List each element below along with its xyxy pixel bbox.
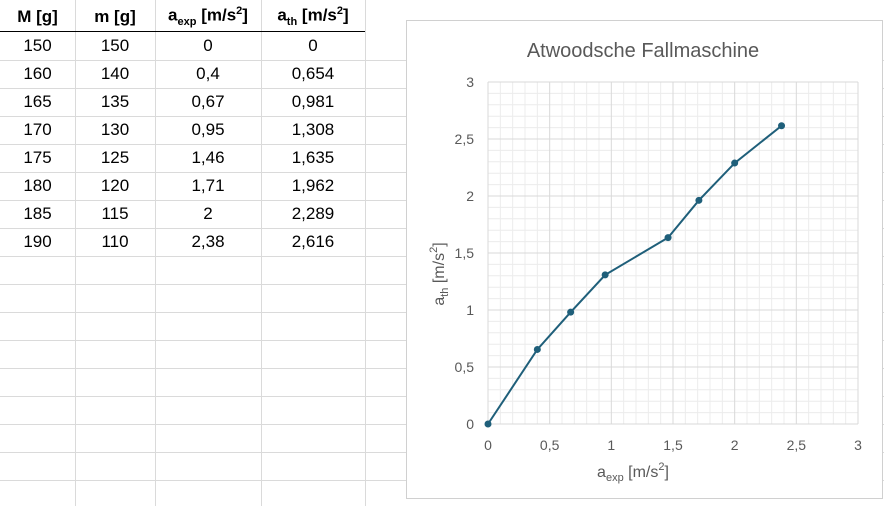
table-cell[interactable]: 2,289 [291, 204, 335, 223]
series-line [487, 124, 783, 425]
y-tick-label: 2,5 [455, 131, 475, 147]
table-cell[interactable]: 0 [308, 36, 318, 55]
table-cell[interactable]: 0,4 [196, 64, 220, 83]
table-cell[interactable]: 165 [23, 92, 52, 111]
table-cell[interactable]: 150 [100, 36, 130, 55]
x-tick-label: 2 [731, 437, 739, 453]
y-tick-label: 1 [466, 302, 474, 318]
table-row: 180 120 1,71 1,962 [0, 172, 365, 200]
table-cell[interactable]: 120 [100, 176, 130, 195]
data-point [484, 420, 492, 428]
x-tick-label: 0 [484, 437, 492, 453]
chart-title: Atwoodsche Fallmaschine [527, 40, 759, 62]
table-cell[interactable]: 1,635 [291, 148, 335, 167]
column-gridline [155, 0, 156, 506]
column-gridline [261, 0, 262, 506]
table-header-row: M [g] m [g] aexp [m/s2] ath [m/s2] [0, 3, 365, 32]
table-row: 190 110 2,38 2,616 [0, 228, 365, 256]
table-cell[interactable]: 0,654 [291, 64, 335, 83]
data-point [533, 345, 541, 353]
table-cell[interactable]: 135 [100, 92, 130, 111]
data-point [567, 308, 575, 316]
header-a-th[interactable]: ath [m/s2] [261, 3, 365, 32]
table-cell[interactable]: 110 [101, 232, 129, 251]
data-point [778, 122, 786, 130]
x-tick-label: 2,5 [787, 437, 807, 453]
table-row: 175 125 1,46 1,635 [0, 144, 365, 172]
table-cell[interactable]: 125 [100, 148, 130, 167]
table-row: 165 135 0,67 0,981 [0, 88, 365, 116]
table-cell[interactable]: 185 [23, 204, 52, 223]
table-cell[interactable]: 2 [203, 204, 213, 223]
table-cell[interactable]: 0,981 [291, 92, 335, 111]
x-axis-label: aexp [m/s2] [597, 461, 669, 484]
table-row: 185 115 2 2,289 [0, 200, 365, 228]
table-cell[interactable]: 0,67 [191, 92, 225, 111]
table-cell[interactable]: 2,616 [291, 232, 335, 251]
table-cell[interactable]: 1,962 [291, 176, 335, 195]
table-row: 170 130 0,95 1,308 [0, 116, 365, 144]
chart-panel[interactable]: Atwoodsche Fallmaschine 0 0,5 1 1,5 2 2,5 3 0 0… [406, 20, 883, 499]
header-a-exp[interactable]: aexp [m/s2] [155, 3, 261, 32]
y-axis-label: ath [m/s2] [428, 242, 451, 305]
table-cell[interactable]: 0 [203, 36, 213, 55]
x-tick-label: 3 [854, 437, 862, 453]
data-table: M [g] m [g] aexp [m/s2] ath [m/s2] 150 15… [0, 3, 365, 256]
table-cell[interactable]: 160 [23, 64, 52, 83]
table-cell[interactable]: 2,38 [191, 232, 225, 251]
column-gridline [75, 0, 76, 506]
table-row: 150 150 0 0 [0, 32, 365, 61]
y-tick-label: 0 [466, 416, 474, 432]
table-cell[interactable]: 175 [23, 148, 52, 167]
data-point [601, 271, 609, 279]
x-tick-label: 0,5 [540, 437, 560, 453]
table-cell[interactable]: 170 [23, 120, 52, 139]
header-M[interactable]: M [g] [0, 3, 75, 32]
y-tick-label: 3 [466, 74, 474, 90]
table-cell[interactable]: 130 [100, 120, 130, 139]
table-row: 160 140 0,4 0,654 [0, 60, 365, 88]
data-point [731, 159, 739, 167]
table-cell[interactable]: 140 [100, 64, 130, 83]
x-tick-label: 1,5 [663, 437, 683, 453]
y-tick-label: 1,5 [455, 245, 475, 261]
chart-svg: Atwoodsche Fallmaschine 0 0,5 1 1,5 2 2,5 3 0 0… [428, 40, 862, 484]
table-cell[interactable]: 150 [23, 36, 52, 55]
table-cell[interactable]: 115 [101, 204, 129, 223]
y-tick-label: 0,5 [455, 359, 475, 375]
data-point [664, 234, 672, 242]
column-gridline [365, 0, 366, 506]
y-tick-label: 2 [466, 188, 474, 204]
table-cell[interactable]: 1,46 [191, 148, 225, 167]
table-cell[interactable]: 180 [23, 176, 52, 195]
header-m[interactable]: m [g] [75, 3, 155, 32]
table-cell[interactable]: 1,308 [291, 120, 335, 139]
table-cell[interactable]: 0,95 [191, 120, 225, 139]
x-tick-label: 1 [607, 437, 615, 453]
data-point [695, 196, 703, 204]
table-cell[interactable]: 190 [23, 232, 52, 251]
table-cell[interactable]: 1,71 [191, 176, 225, 195]
